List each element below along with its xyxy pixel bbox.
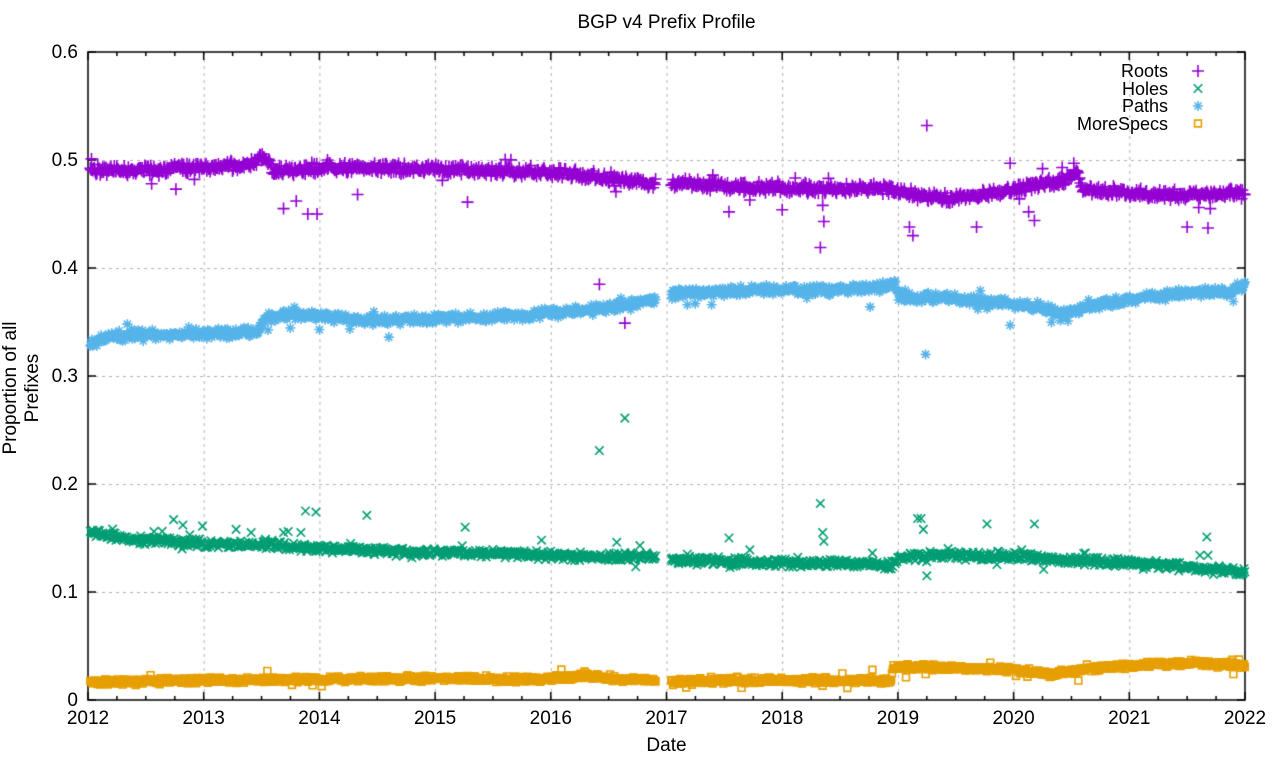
x-tick-label: 2013	[182, 708, 225, 729]
y-axis-title: Proportion of all Prefixes	[0, 321, 43, 455]
legend-label-holes: Holes	[1121, 78, 1168, 99]
y-tick-label: 0	[67, 690, 78, 711]
x-tick-label: 2017	[645, 708, 688, 729]
x-tick-label: 2018	[761, 708, 804, 729]
legend-label-paths: Paths	[1121, 96, 1168, 116]
x-tick-label: 2012	[66, 708, 110, 729]
x-tick-label: 2015	[413, 708, 457, 729]
x-tick-label: 2020	[992, 708, 1035, 729]
x-tick-label: 2016	[529, 708, 572, 729]
y-tick-label: 0.3	[51, 366, 78, 387]
y-tick-label: 0.1	[51, 582, 78, 603]
y-tick-label: 0.6	[51, 42, 78, 63]
chart-title: BGP v4 Prefix Profile	[577, 12, 756, 33]
y-tick-label: 0.4	[51, 258, 78, 279]
x-tick-label: 2019	[876, 708, 920, 729]
x-tick-label: 2022	[1223, 708, 1267, 729]
legend-label-roots: Roots	[1120, 61, 1168, 81]
x-tick-label: 2014	[298, 708, 341, 729]
legend-label-morespecs: MoreSpecs	[1076, 113, 1168, 134]
x-axis-title: Date	[646, 735, 687, 756]
y-tick-label: 0.2	[51, 474, 78, 495]
y-tick-label: 0.5	[51, 150, 78, 171]
x-tick-label: 2021	[1108, 708, 1151, 729]
